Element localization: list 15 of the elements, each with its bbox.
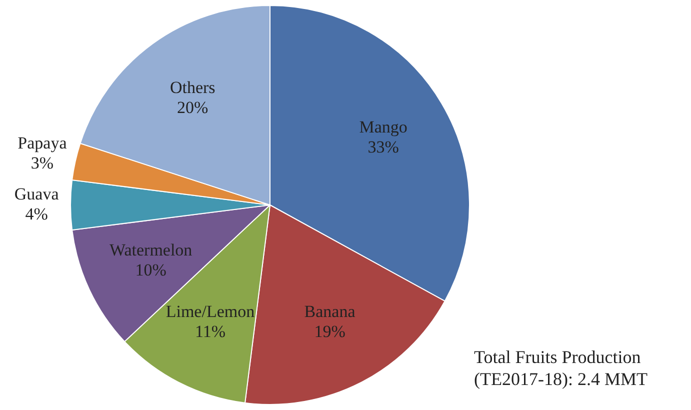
data-label: 11%	[194, 322, 226, 341]
data-label: 4%	[25, 204, 48, 224]
data-label: 20%	[177, 98, 208, 117]
slice-label: Lime/Lemon	[166, 302, 256, 321]
data-label: 3%	[30, 154, 54, 173]
data-label: 33%	[368, 137, 399, 156]
slice-label: Others	[170, 78, 216, 97]
slice-label: Papaya	[18, 134, 68, 153]
slice-label: Banana	[304, 302, 356, 321]
slice-label: Guava	[14, 184, 60, 204]
data-label: 10%	[135, 260, 166, 280]
data-label: 19%	[314, 322, 346, 341]
slice-label: Watermelon	[110, 240, 193, 260]
slice-label: Mango	[359, 117, 408, 136]
text: Total Fruits Production (TE2017-18): 2.4 MMT	[474, 346, 648, 390]
